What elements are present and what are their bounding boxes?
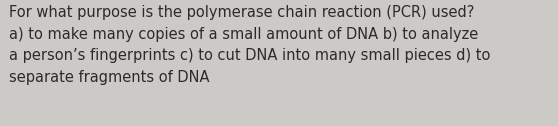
Text: For what purpose is the polymerase chain reaction (PCR) used?
a) to make many co: For what purpose is the polymerase chain…: [9, 5, 490, 85]
